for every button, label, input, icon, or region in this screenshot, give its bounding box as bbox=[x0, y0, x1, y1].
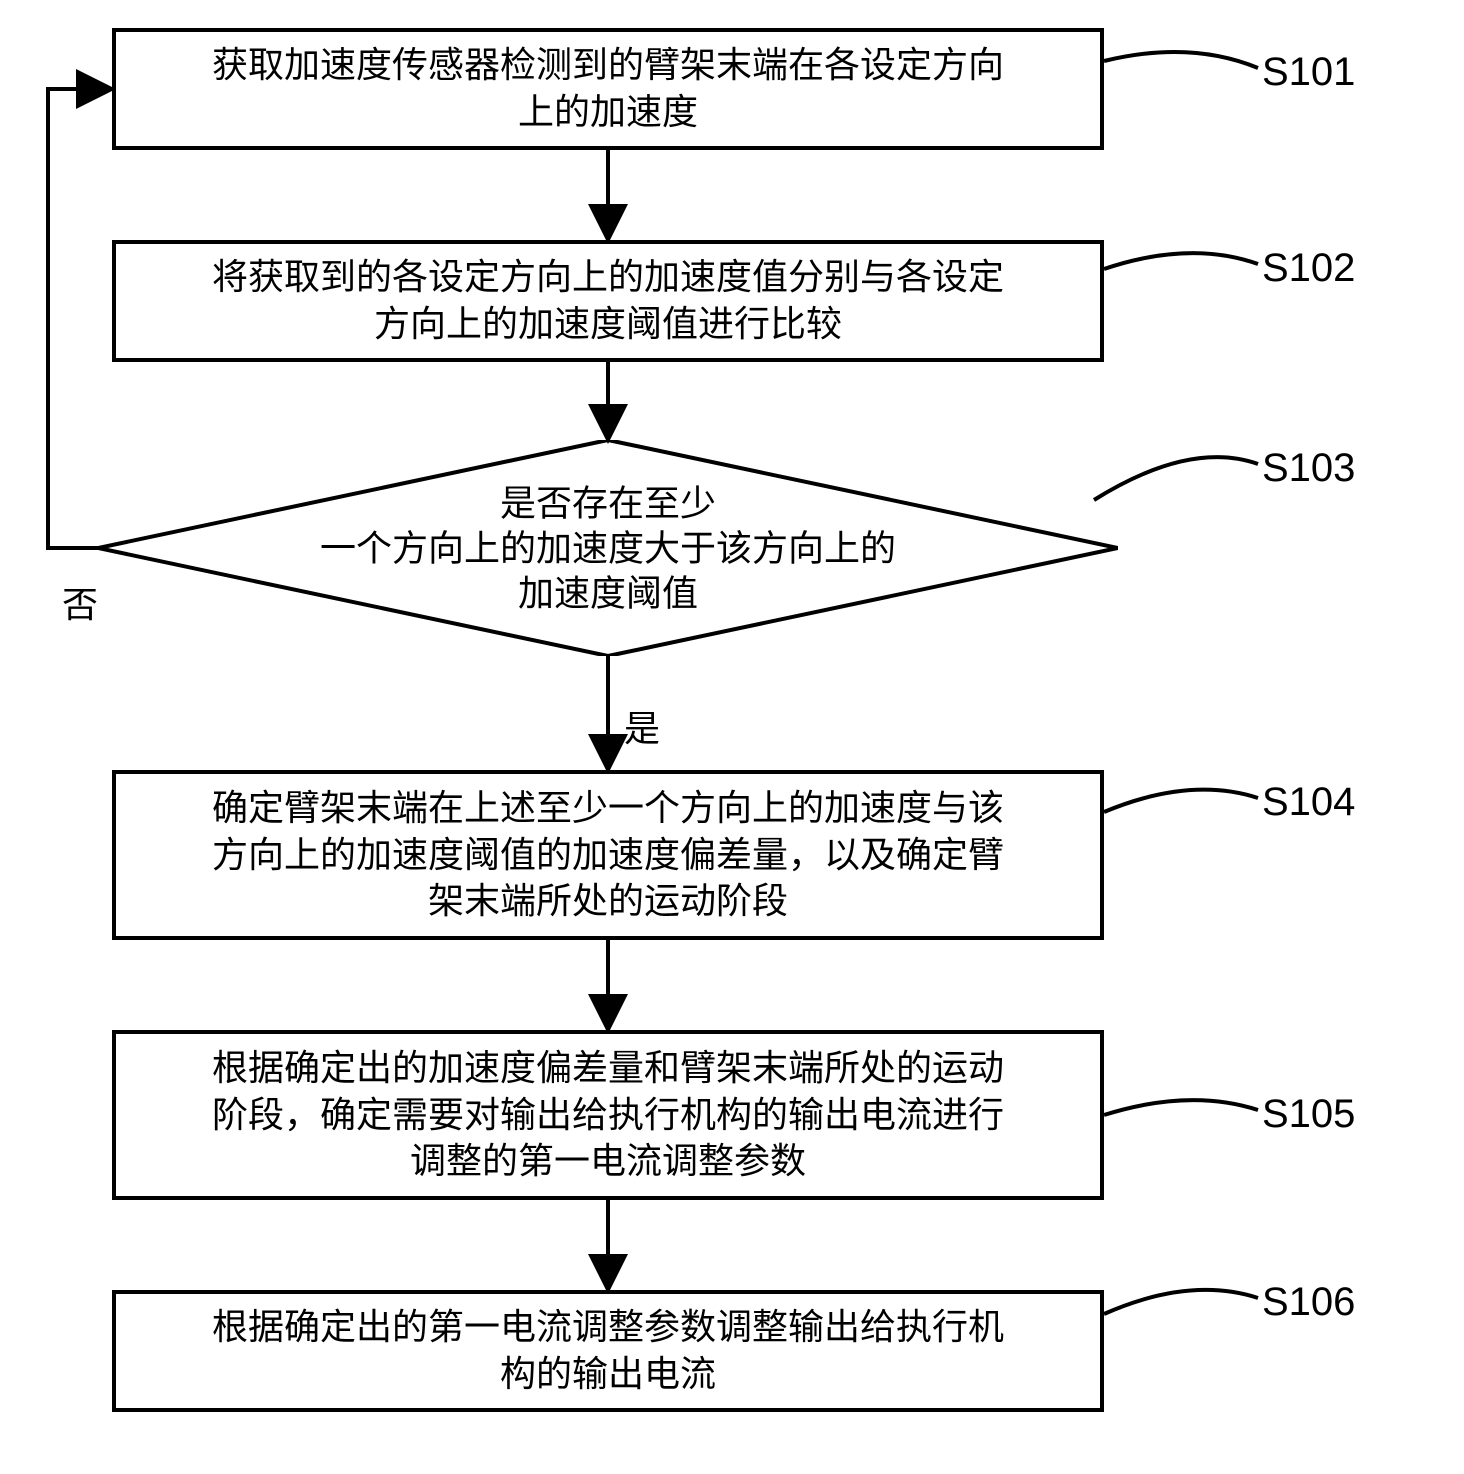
node-s101: 获取加速度传感器检测到的臂架末端在各设定方向上的加速度 bbox=[112, 28, 1104, 150]
node-s102-text: 将获取到的各设定方向上的加速度值分别与各设定方向上的加速度阈值进行比较 bbox=[194, 244, 1022, 358]
edge-label-yes: 是 bbox=[624, 700, 660, 752]
label-s102: S102 bbox=[1262, 246, 1355, 291]
label-s105: S105 bbox=[1262, 1092, 1355, 1137]
label-s104: S104 bbox=[1262, 780, 1355, 825]
label-s101: S101 bbox=[1262, 50, 1355, 95]
node-s101-text: 获取加速度传感器检测到的臂架末端在各设定方向上的加速度 bbox=[194, 32, 1022, 146]
node-s105-text: 根据确定出的加速度偏差量和臂架末端所处的运动阶段，确定需要对输出给执行机构的输出… bbox=[194, 1035, 1022, 1195]
node-s104-text: 确定臂架末端在上述至少一个方向上的加速度与该方向上的加速度阈值的加速度偏差量，以… bbox=[194, 775, 1022, 935]
arrows-layer bbox=[0, 0, 1464, 1474]
node-s102: 将获取到的各设定方向上的加速度值分别与各设定方向上的加速度阈值进行比较 bbox=[112, 240, 1104, 362]
label-s103: S103 bbox=[1262, 446, 1355, 491]
node-s104: 确定臂架末端在上述至少一个方向上的加速度与该方向上的加速度阈值的加速度偏差量，以… bbox=[112, 770, 1104, 940]
label-s106: S106 bbox=[1262, 1280, 1355, 1325]
node-s105: 根据确定出的加速度偏差量和臂架末端所处的运动阶段，确定需要对输出给执行机构的输出… bbox=[112, 1030, 1104, 1200]
node-s106-text: 根据确定出的第一电流调整参数调整输出给执行机构的输出电流 bbox=[194, 1294, 1022, 1408]
edge-label-no: 否 bbox=[62, 576, 98, 628]
node-s106: 根据确定出的第一电流调整参数调整输出给执行机构的输出电流 bbox=[112, 1290, 1104, 1412]
flowchart-canvas: 获取加速度传感器检测到的臂架末端在各设定方向上的加速度 S101 将获取到的各设… bbox=[0, 0, 1464, 1474]
node-s103: 是否存在至少一个方向上的加速度大于该方向上的加速度阈值 bbox=[98, 440, 1118, 656]
node-s103-text: 是否存在至少一个方向上的加速度大于该方向上的加速度阈值 bbox=[228, 481, 988, 616]
